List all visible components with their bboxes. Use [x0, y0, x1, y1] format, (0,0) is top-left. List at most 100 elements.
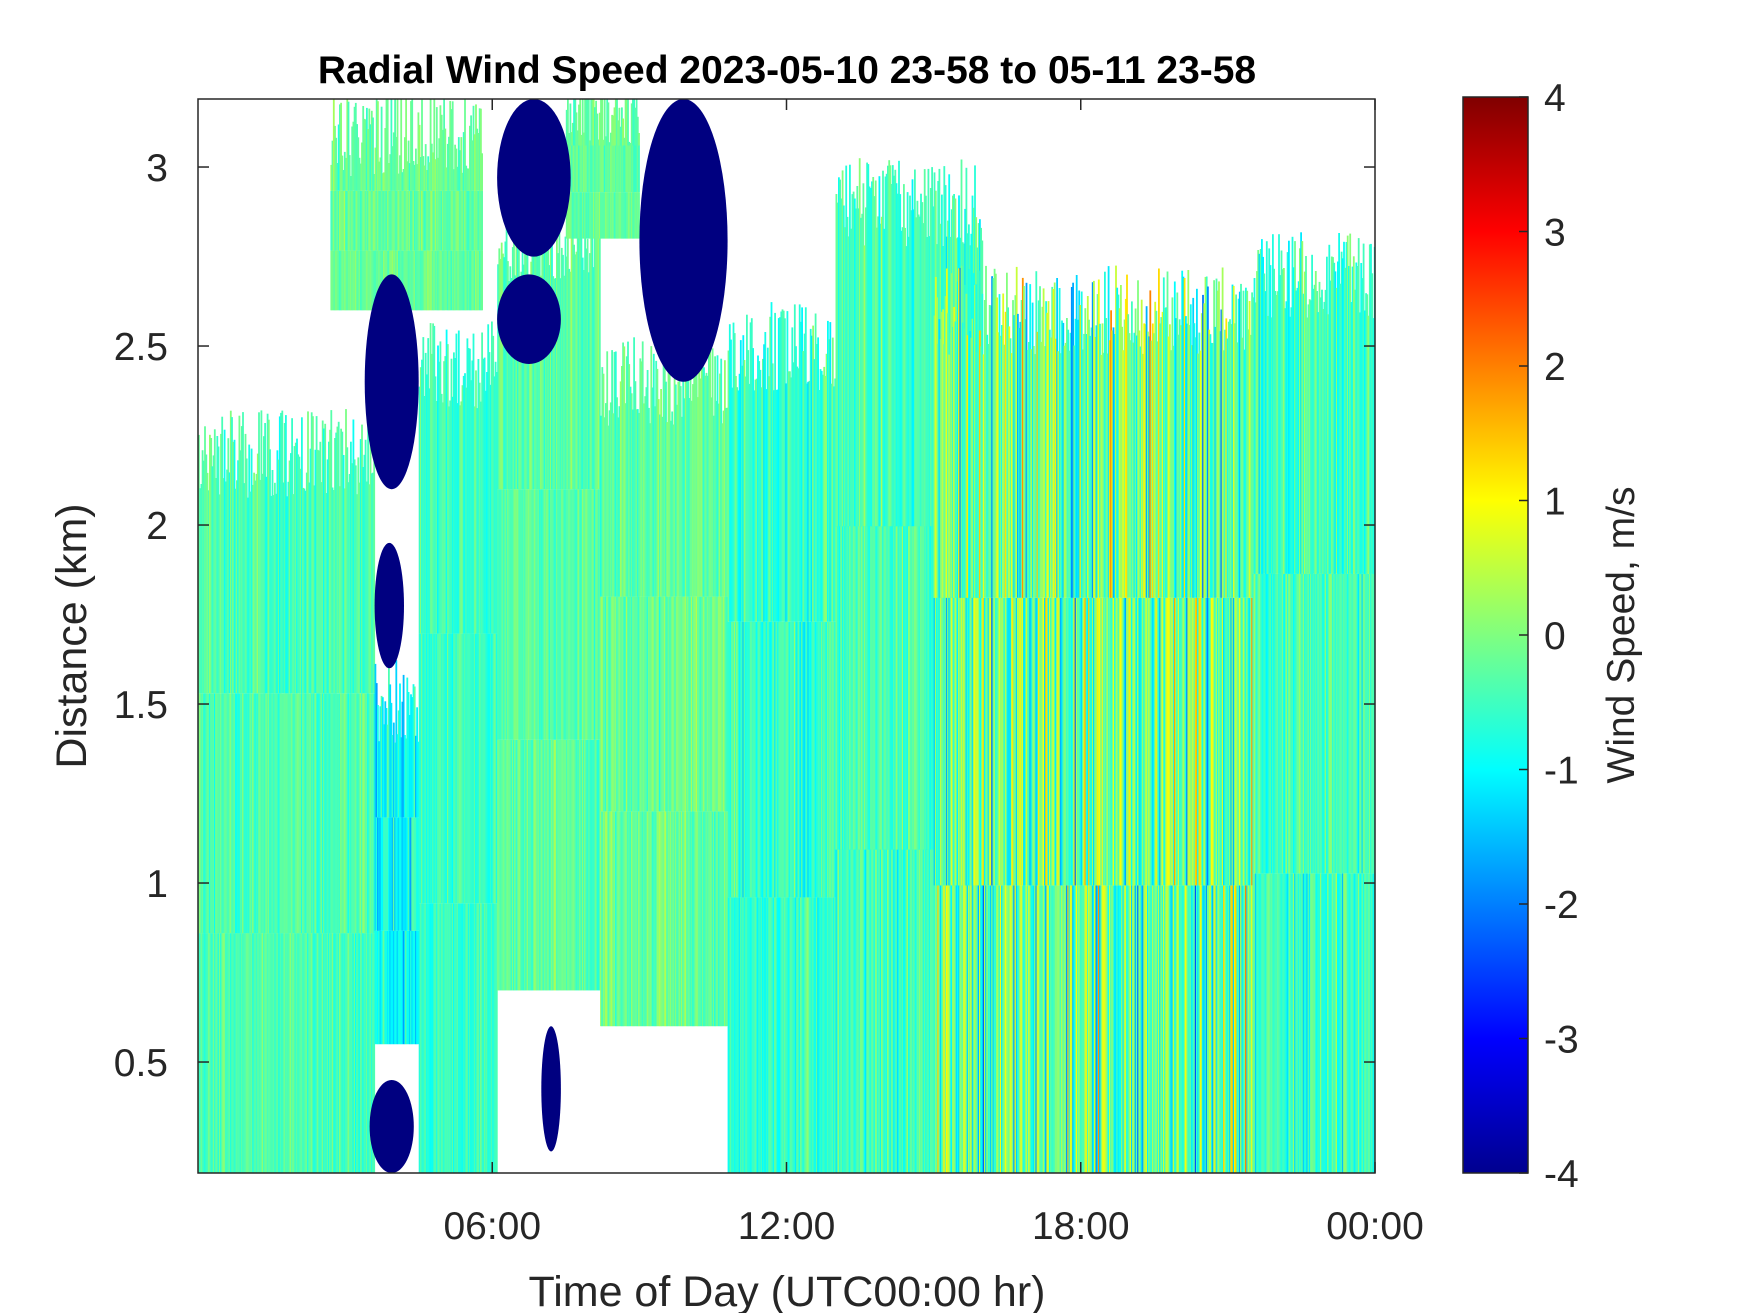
- heatmap-cell: [443, 633, 445, 904]
- heatmap-cell: [434, 159, 437, 191]
- heatmap-cell: [931, 849, 933, 1173]
- heatmap-cell: [1129, 340, 1132, 598]
- heatmap-cell: [1169, 324, 1171, 598]
- heatmap-cell: [509, 739, 512, 991]
- heatmap-cell: [281, 693, 284, 934]
- heatmap-cell: [670, 811, 672, 1027]
- heatmap-cell: [1223, 885, 1225, 1173]
- heatmap-cell: [841, 526, 844, 850]
- heatmap-cell: [715, 811, 718, 1027]
- heatmap-cell: [270, 933, 273, 1173]
- heatmap-cell: [467, 348, 470, 634]
- heatmap-cell: [1127, 885, 1130, 1173]
- heatmap-cell: [1053, 597, 1056, 886]
- heatmap-cell: [1106, 885, 1109, 1173]
- heatmap-cell: [368, 933, 371, 1173]
- heatmap-cell: [728, 897, 731, 1173]
- heatmap-cell: [956, 597, 959, 886]
- heatmap-cell: [993, 268, 996, 598]
- heatmap-cell: [959, 597, 962, 886]
- heatmap-cell: [280, 412, 282, 694]
- heatmap-cell: [1030, 349, 1033, 598]
- heatmap-cell: [660, 811, 662, 1027]
- heatmap-cell: [477, 190, 480, 251]
- heatmap-cell: [302, 693, 304, 934]
- heatmap-cell: [689, 379, 692, 597]
- heatmap-cell: [491, 321, 493, 634]
- heatmap-cell: [411, 250, 414, 311]
- heatmap-cell: [340, 428, 342, 694]
- heatmap-cell: [1039, 597, 1041, 886]
- heatmap-cell: [429, 633, 432, 904]
- heatmap-cell: [914, 849, 916, 1173]
- heatmap-cell: [926, 526, 929, 850]
- heatmap-cell: [331, 250, 334, 311]
- heatmap-cell: [419, 367, 422, 634]
- heatmap-cell: [597, 739, 600, 991]
- heatmap-cell: [481, 332, 483, 634]
- heatmap-cell: [1247, 329, 1250, 598]
- heatmap-cell: [994, 273, 997, 598]
- heatmap-cell: [644, 396, 647, 597]
- heatmap-cell: [359, 693, 362, 934]
- heatmap-cell: [660, 389, 662, 597]
- heatmap-cell: [476, 190, 479, 251]
- heatmap-cell: [1137, 885, 1139, 1173]
- heatmap-cell: [1091, 597, 1094, 886]
- heatmap-cell: [305, 693, 308, 934]
- heatmap-cell: [460, 137, 463, 191]
- heatmap-cell: [694, 371, 697, 597]
- heatmap-cell: [1327, 873, 1329, 1173]
- heatmap-cell: [1050, 337, 1052, 598]
- heatmap-cell: [366, 190, 368, 251]
- heatmap-cell: [804, 307, 807, 622]
- heatmap-cell: [795, 897, 797, 1173]
- heatmap-cell: [331, 933, 334, 1173]
- heatmap-cell: [482, 633, 485, 904]
- heatmap-cell: [884, 849, 887, 1173]
- heatmap-cell: [406, 677, 409, 818]
- heatmap-cell: [1082, 597, 1084, 886]
- heatmap-cell: [750, 897, 753, 1173]
- heatmap-cell: [917, 849, 920, 1173]
- heatmap-cell: [492, 335, 495, 634]
- heatmap-cell: [1361, 873, 1364, 1173]
- heatmap-cell: [426, 250, 428, 311]
- heatmap-cell: [272, 495, 275, 694]
- heatmap-cell: [1273, 573, 1275, 874]
- heatmap-cell: [405, 190, 407, 251]
- heatmap-cell: [499, 489, 502, 740]
- heatmap-cell: [1186, 885, 1188, 1173]
- heatmap-cell: [531, 739, 534, 991]
- heatmap-cell: [1364, 873, 1366, 1173]
- heatmap-cell: [459, 190, 461, 251]
- heatmap-cell: [1188, 597, 1191, 886]
- heatmap-cell: [508, 281, 510, 490]
- heatmap-cell: [992, 597, 995, 886]
- heatmap-cell: [1198, 885, 1201, 1173]
- heatmap-cell: [852, 526, 855, 850]
- heatmap-cell: [438, 190, 441, 251]
- heatmap-cell: [688, 596, 691, 812]
- heatmap-cell: [744, 621, 747, 898]
- heatmap-cell: [1053, 885, 1056, 1173]
- heatmap-cell: [1276, 573, 1279, 874]
- heatmap-cell: [795, 621, 797, 898]
- heatmap-cell: [964, 885, 967, 1173]
- heatmap-cell: [467, 250, 470, 311]
- heatmap-cell: [646, 370, 649, 597]
- heatmap-cell: [939, 597, 942, 886]
- heatmap-cell: [1340, 873, 1343, 1173]
- heatmap-cell: [1135, 885, 1138, 1173]
- heatmap-cell: [378, 250, 380, 311]
- heatmap-cell: [659, 414, 661, 597]
- heatmap-cell: [640, 811, 643, 1027]
- heatmap-cell: [679, 811, 682, 1027]
- heatmap-cell: [1178, 319, 1181, 598]
- heatmap-cell: [1361, 573, 1364, 874]
- heatmap-cell: [731, 621, 734, 898]
- heatmap-cell: [703, 596, 705, 812]
- heatmap-cell: [491, 633, 493, 904]
- heatmap-cell: [834, 621, 837, 898]
- heatmap-cell: [725, 408, 727, 597]
